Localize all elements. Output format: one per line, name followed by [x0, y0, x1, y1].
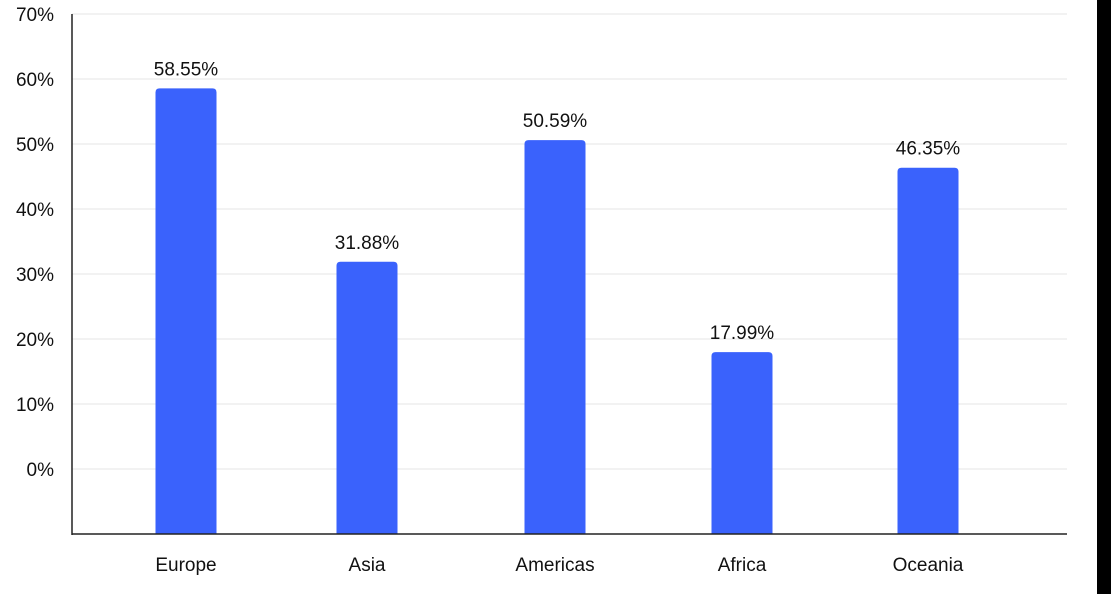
bar-europe [155, 88, 217, 535]
data-label-europe: 58.55% [154, 59, 219, 80]
x-category-label: Americas [515, 555, 594, 576]
data-label-africa: 17.99% [710, 323, 775, 344]
bar-asia [336, 261, 398, 534]
y-tick-label: 70% [16, 5, 54, 26]
y-tick-label: 20% [16, 330, 54, 351]
x-category-label: Oceania [893, 555, 964, 576]
y-tick-label: 50% [16, 135, 54, 156]
x-category-label: Asia [349, 555, 386, 576]
bars [155, 88, 959, 535]
data-label-americas: 50.59% [523, 111, 588, 132]
bar-americas [524, 140, 586, 535]
bar-africa [711, 352, 773, 534]
x-category-label: Europe [155, 555, 216, 576]
x-category-label: Africa [718, 555, 767, 576]
y-tick-label: 30% [16, 265, 54, 286]
labels: 0% 10% 20% 30% 40% 50% 60% 70% 58.55% Europe 31.88… [16, 5, 964, 576]
y-tick-label: 40% [16, 200, 54, 221]
data-label-oceania: 46.35% [896, 139, 961, 160]
bar-oceania [897, 167, 959, 534]
y-tick-label: 60% [16, 70, 54, 91]
axes [71, 14, 1067, 535]
data-label-asia: 31.88% [335, 233, 400, 254]
y-tick-label: 0% [27, 460, 55, 481]
y-tick-label: 10% [16, 395, 54, 416]
